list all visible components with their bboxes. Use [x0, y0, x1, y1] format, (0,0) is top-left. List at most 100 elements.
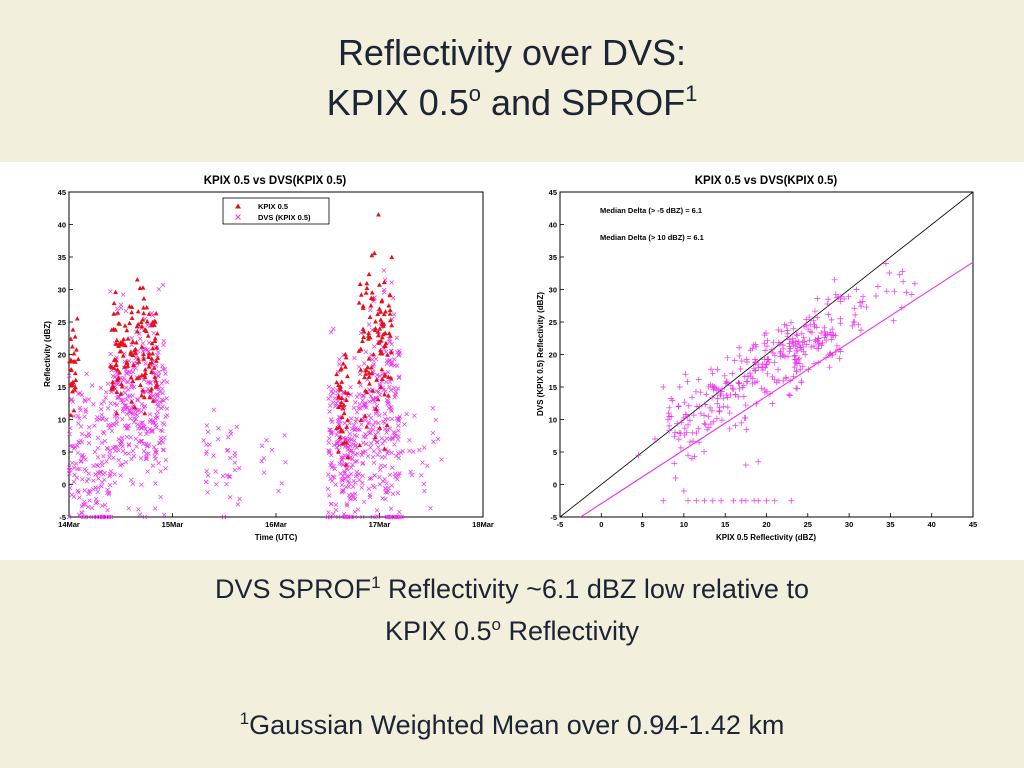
scatter-point: [724, 379, 731, 386]
scatter-point: [790, 342, 797, 349]
dvs-point: [120, 292, 126, 297]
kpix-point: [141, 296, 147, 301]
kpix-point: [154, 331, 160, 336]
dvs-point: [337, 362, 342, 367]
dvs-point: [158, 469, 163, 474]
outlier-point: [660, 384, 667, 390]
dvs-point: [77, 495, 82, 500]
kpix-point: [345, 454, 351, 460]
dvs-point: [142, 345, 147, 351]
dvs-point: [334, 432, 339, 438]
dvs-point: [382, 476, 387, 482]
dvs-point: [155, 409, 160, 414]
scatter-point: [798, 330, 805, 337]
kpix-point: [130, 352, 136, 358]
dvs-point: [389, 450, 395, 455]
dvs-point: [390, 465, 395, 471]
scatter-point: [730, 386, 737, 393]
dvs-point: [154, 425, 159, 431]
kpix-point: [389, 322, 395, 328]
scatter-point: [697, 389, 704, 396]
chart-title: KPIX 0.5 vs DVS(KPIX 0.5): [695, 175, 838, 187]
kpix-point: [367, 314, 373, 320]
caption-line2: KPIX 0.5o Reflectivity: [0, 614, 1024, 648]
dvs-point: [374, 403, 380, 409]
dvs-point: [417, 447, 422, 453]
dvs-point: [388, 388, 394, 393]
dvs-point: [150, 313, 155, 318]
dvs-point: [374, 372, 380, 378]
dvs-point: [91, 478, 96, 483]
dvs-point: [123, 459, 129, 465]
scatter-point: [806, 337, 813, 344]
dvs-point: [92, 449, 98, 455]
kpix-point: [382, 342, 388, 348]
dvs-point: [93, 500, 99, 506]
scatter-point: [719, 385, 726, 392]
x-tick-label: 17Mar: [369, 520, 391, 529]
kpix-point: [125, 363, 131, 368]
dvs-point: [86, 440, 92, 446]
dvs-point: [412, 413, 417, 418]
dvs-point: [389, 360, 394, 365]
kpix-point: [72, 334, 78, 339]
dvs-point: [158, 400, 163, 405]
dvs-point: [352, 432, 357, 438]
dvs-point: [367, 476, 372, 481]
kpix-point: [375, 329, 381, 334]
dvs-point: [351, 405, 357, 411]
scatter-point: [685, 402, 692, 409]
dvs-point: [77, 416, 82, 421]
kpix-point: [366, 271, 372, 277]
scatter-point: [671, 460, 678, 467]
dvs-point: [106, 490, 112, 496]
scatter-point: [696, 403, 703, 410]
dvs-point: [356, 392, 362, 397]
kpix-point: [153, 310, 159, 316]
dvs-point: [109, 428, 115, 434]
kpix-point: [130, 378, 136, 384]
dvs-point: [344, 466, 350, 471]
kpix-point: [369, 290, 375, 295]
dvs-point: [380, 441, 385, 446]
dvs-point: [330, 400, 336, 405]
caption-part-b: Reflectivity: [501, 616, 640, 646]
dvs-point: [79, 392, 85, 397]
kpix-point: [68, 412, 74, 418]
scatter-point: [793, 367, 800, 374]
kpix-point: [141, 351, 146, 357]
kpix-point: [114, 410, 120, 416]
dvs-point: [397, 374, 402, 379]
kpix-point: [152, 374, 158, 379]
dvs-point: [103, 395, 108, 400]
dvs-point: [326, 440, 332, 445]
scatter-point: [762, 347, 769, 354]
kpix-point: [340, 361, 346, 366]
dvs-point: [367, 492, 373, 497]
dvs-point: [69, 492, 75, 497]
scatter-point: [793, 359, 800, 366]
dvs-point: [116, 448, 121, 453]
scatter-point: [702, 401, 709, 408]
dvs-point: [103, 390, 109, 395]
kpix-point: [113, 289, 118, 294]
kpix-point: [139, 372, 145, 378]
scatter-point: [768, 346, 775, 353]
scatter-point: [883, 288, 890, 295]
dvs-point: [156, 349, 161, 355]
kpix-point: [377, 282, 382, 287]
dvs-point: [349, 448, 354, 453]
scatter-point: [825, 296, 832, 303]
scatter-point: [886, 269, 893, 276]
dvs-point: [328, 476, 333, 482]
kpix-point: [72, 384, 78, 390]
scatter-point: [908, 291, 915, 298]
dvs-point: [126, 451, 131, 456]
scatter-point: [777, 350, 784, 357]
dvs-point: [211, 453, 216, 458]
scatter-point: [686, 439, 693, 446]
floor-point: [709, 497, 716, 504]
dvs-point: [128, 435, 134, 440]
scatter-point: [769, 400, 776, 407]
scatter-point: [714, 395, 721, 402]
